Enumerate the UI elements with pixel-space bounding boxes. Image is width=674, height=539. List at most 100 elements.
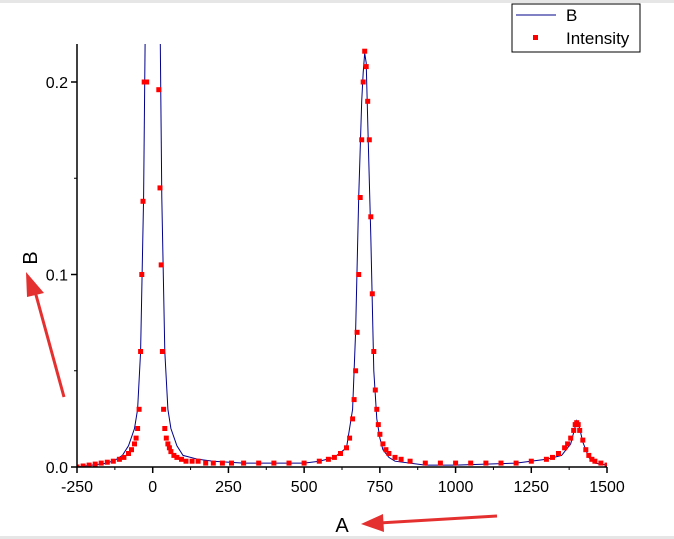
intensity-point [210, 460, 216, 466]
intensity-point [316, 458, 322, 464]
intensity-point [359, 137, 365, 143]
intensity-point [586, 452, 592, 458]
intensity-point [168, 449, 174, 455]
intensity-point [362, 48, 368, 54]
intensity-point [116, 456, 122, 462]
x-tick-label: 1000 [438, 479, 474, 496]
intensity-point [363, 64, 369, 70]
intensity-point [144, 79, 150, 85]
intensity-point [369, 291, 375, 297]
intensity-point [135, 426, 141, 431]
intensity-point [174, 454, 180, 460]
annotations [26, 272, 498, 532]
intensity-point [571, 427, 577, 433]
intensity-point [133, 435, 139, 441]
intensity-point [483, 460, 489, 466]
intensity-point [351, 397, 357, 403]
intensity-point [98, 460, 104, 466]
intensity-point [138, 349, 144, 354]
x-tick-label: 500 [291, 479, 318, 496]
intensity-point [356, 272, 362, 277]
intensity-point [353, 368, 359, 374]
intensity-point [422, 460, 428, 466]
intensity-point [383, 447, 389, 453]
data-layer [77, 44, 607, 467]
intensity-point [256, 460, 262, 466]
intensity-point [528, 458, 534, 464]
intensity-point [365, 98, 371, 104]
top-border [0, 0, 674, 3]
intensity-point [377, 431, 383, 437]
x-tick-label: 1500 [589, 479, 625, 496]
intensity-point [139, 272, 145, 277]
legend-point-swatch [533, 35, 538, 40]
intensity-point [398, 456, 404, 462]
intensity-point [453, 460, 459, 466]
intensity-point [158, 262, 164, 268]
intensity-point [338, 451, 343, 456]
legend: B Intensity [511, 3, 641, 53]
intensity-point [92, 461, 98, 467]
intensity-point [386, 451, 392, 456]
intensity-point [156, 87, 162, 93]
intensity-point [203, 460, 209, 466]
intensity-point [110, 458, 116, 464]
intensity-point [374, 406, 380, 412]
intensity-point [166, 445, 172, 451]
intensity-point [301, 460, 307, 466]
intensity-point [171, 452, 177, 458]
x-tick-label: 0 [148, 479, 157, 496]
series-line-b [77, 44, 607, 467]
intensity-point [189, 458, 195, 464]
intensity-point [392, 454, 398, 460]
intensity-point [241, 460, 247, 466]
intensity-point [86, 462, 92, 467]
intensity-point [592, 458, 598, 464]
intensity-point [347, 435, 353, 441]
intensity-point [357, 195, 363, 200]
intensity-point [565, 441, 571, 447]
intensity-point [104, 459, 110, 465]
intensity-point [371, 349, 377, 354]
intensity-point [179, 456, 184, 462]
legend-label-series-1: B [566, 6, 577, 25]
bottom-border [0, 536, 674, 539]
intensity-point [163, 435, 169, 441]
intensity-point [159, 349, 165, 354]
axes: -250 0 250 500 750 1000 1250 1500 0.0 0.1 0.2 [46, 44, 625, 496]
intensity-point [604, 462, 607, 467]
x-tick-label: 1250 [513, 479, 549, 496]
x-tick-label: -250 [61, 479, 93, 496]
intensity-point [575, 422, 581, 428]
intensity-point [161, 406, 167, 412]
intensity-point [568, 435, 574, 441]
intensity-point [550, 454, 555, 460]
intensity-point [165, 441, 171, 447]
intensity-point [380, 441, 386, 447]
intensity-point [354, 329, 360, 335]
intensity-point [562, 445, 568, 451]
intensity-point [229, 460, 234, 466]
y-tick-label: 0.1 [46, 268, 68, 285]
annotation-arrow-y-shaft [31, 283, 66, 398]
y-tick-label: 0.2 [46, 75, 68, 92]
y-tick-label: 0.0 [46, 460, 68, 477]
intensity-point [407, 458, 413, 464]
intensity-point [344, 445, 349, 451]
intensity-point [589, 456, 595, 462]
intensity-point [331, 454, 337, 460]
x-tick-label: 250 [215, 479, 242, 496]
intensity-point [375, 422, 381, 428]
intensity-point [366, 137, 372, 143]
intensity-point [126, 451, 131, 456]
intensity-point [325, 456, 331, 462]
intensity-point [286, 460, 292, 466]
y-axis-title: B [20, 251, 42, 264]
intensity-point [577, 427, 583, 433]
intensity-point [132, 441, 137, 447]
intensity-point [157, 185, 163, 191]
intensity-point [556, 451, 561, 456]
intensity-point [219, 460, 225, 466]
intensity-point [350, 416, 356, 422]
